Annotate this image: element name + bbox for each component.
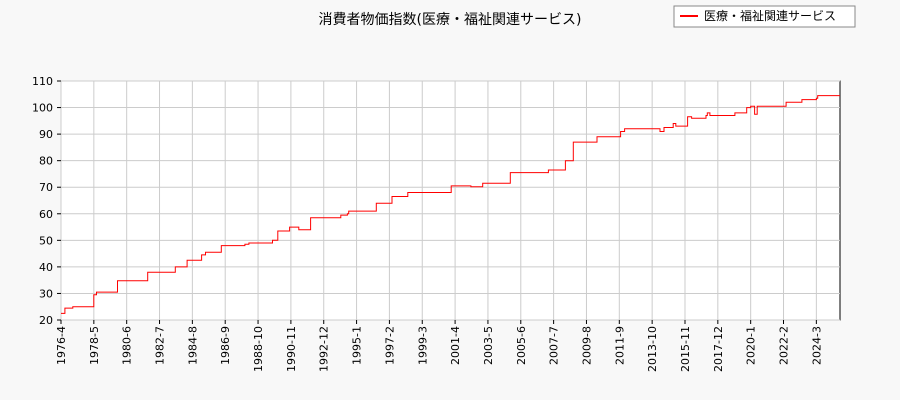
x-tick-label: 1986-9 — [219, 326, 232, 365]
x-tick-label: 1976-4 — [55, 326, 68, 365]
x-tick-label: 2017-12 — [712, 326, 725, 372]
chart-title: 消費者物価指数(医療・福祉関連サービス) — [319, 11, 582, 28]
grid-lines — [60, 80, 840, 321]
x-tick-label: 2001-4 — [449, 326, 462, 365]
x-tick-label: 2005-6 — [515, 326, 528, 365]
x-axis-ticks: 1976-4 1978-5 1980-6 1982-7 1984-8 1986-9 1988… — [55, 320, 823, 372]
y-axis-ticks: 20 30 40 50 60 70 80 90 100 110 — [32, 75, 61, 327]
legend-label: 医療・福祉関連サービス — [704, 8, 836, 23]
y-tick-label: 30 — [39, 287, 53, 300]
y-tick-label: 80 — [39, 155, 53, 168]
x-tick-label: 2013-10 — [646, 326, 659, 372]
x-tick-label: 1982-7 — [154, 326, 167, 365]
x-tick-label: 1995-1 — [351, 326, 364, 365]
x-tick-label: 2015-11 — [679, 326, 692, 372]
x-tick-label: 1980-6 — [121, 326, 134, 365]
x-tick-label: 1999-3 — [416, 326, 429, 365]
x-tick-label: 1997-2 — [383, 326, 396, 365]
series-layer — [61, 95, 840, 314]
legend-box — [673, 5, 856, 28]
y-tick-label: 100 — [32, 102, 53, 115]
x-tick-label: 1990-11 — [285, 326, 298, 372]
x-tick-label: 1988-10 — [252, 326, 265, 372]
x-tick-label: 2024-3 — [810, 326, 823, 365]
x-tick-label: 2009-8 — [580, 326, 593, 365]
y-tick-label: 60 — [39, 208, 53, 221]
x-tick-label: 1984-8 — [186, 326, 199, 365]
x-tick-label: 1992-12 — [318, 326, 331, 372]
x-tick-label: 2007-7 — [548, 326, 561, 365]
y-tick-label: 110 — [32, 75, 53, 88]
legend: 医療・福祉関連サービス — [673, 5, 856, 28]
x-tick-label: 2020-1 — [745, 326, 758, 365]
x-tick-label: 1978-5 — [88, 326, 101, 365]
x-tick-label: 2003-5 — [482, 326, 495, 365]
y-tick-label: 70 — [39, 181, 53, 194]
x-tick-label: 2022-2 — [778, 326, 791, 365]
series-line — [61, 95, 840, 314]
y-tick-label: 50 — [39, 234, 53, 247]
plot-area — [60, 80, 841, 321]
y-tick-label: 40 — [39, 261, 53, 274]
x-tick-label: 2011-9 — [613, 326, 626, 365]
y-tick-label: 20 — [39, 314, 53, 327]
y-tick-label: 90 — [39, 128, 53, 141]
